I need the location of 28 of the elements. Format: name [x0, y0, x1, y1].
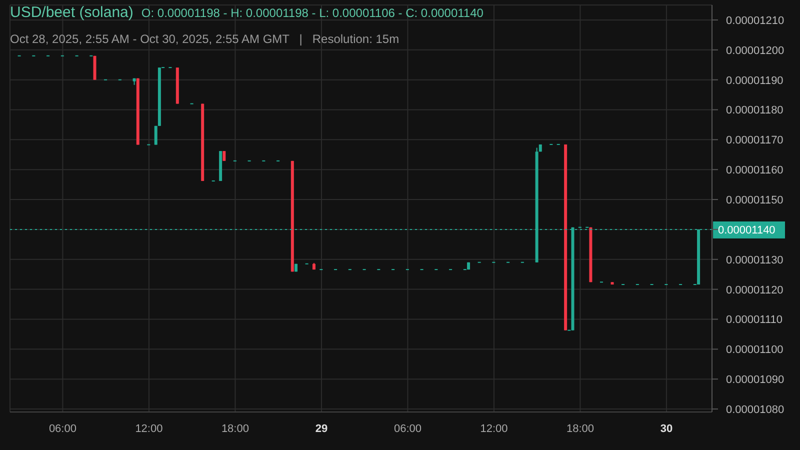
- candlestick: [93, 55, 96, 80]
- x-tick-label: 12:00: [480, 423, 508, 435]
- y-tick-label: 0.00001100: [726, 344, 784, 356]
- x-tick-label: 30: [660, 423, 673, 435]
- y-tick-label: 0.00001110: [726, 314, 782, 326]
- x-tick-label: 12:00: [135, 423, 163, 435]
- candlestick: [222, 150, 226, 162]
- y-tick-label: 0.00001200: [726, 44, 784, 57]
- chart-title: USD/beet (solana): [10, 4, 134, 21]
- y-tick-label: 0.00001210: [726, 14, 784, 27]
- x-tick-label: 06:00: [48, 423, 76, 435]
- y-tick-label: 0.00001180: [726, 104, 784, 117]
- y-tick-label: 0.00001090: [726, 374, 784, 386]
- y-tick-label: 0.00001120: [726, 284, 784, 296]
- candlestick: [154, 125, 158, 146]
- text: Oct 28, 2025, 2:55 AM - Oct 30, 2025, 2:55 AM GMT | Resolution: 15m: [10, 32, 400, 46]
- y-tick-label: 0.00001170: [726, 134, 784, 147]
- y-tick-label: 0.00001080: [726, 404, 784, 416]
- ref-line-label: 0.00001140: [718, 224, 776, 236]
- y-tick-label: 0.00001190: [726, 74, 784, 87]
- x-tick-label: 18:00: [566, 423, 594, 435]
- y-tick-label: 0.00001130: [726, 254, 784, 266]
- x-tick-label: 06:00: [394, 423, 422, 435]
- y-tick-label: 0.00001150: [726, 194, 784, 207]
- y-tick-label: 0.00001160: [726, 164, 784, 177]
- x-tick-label: 18:00: [221, 423, 249, 435]
- x-tick-label: 29: [315, 423, 328, 435]
- annotation: O: 0.00001198 - H: 0.00001198 - L: 0.00001106 - C: 0.00001140: [141, 6, 484, 20]
